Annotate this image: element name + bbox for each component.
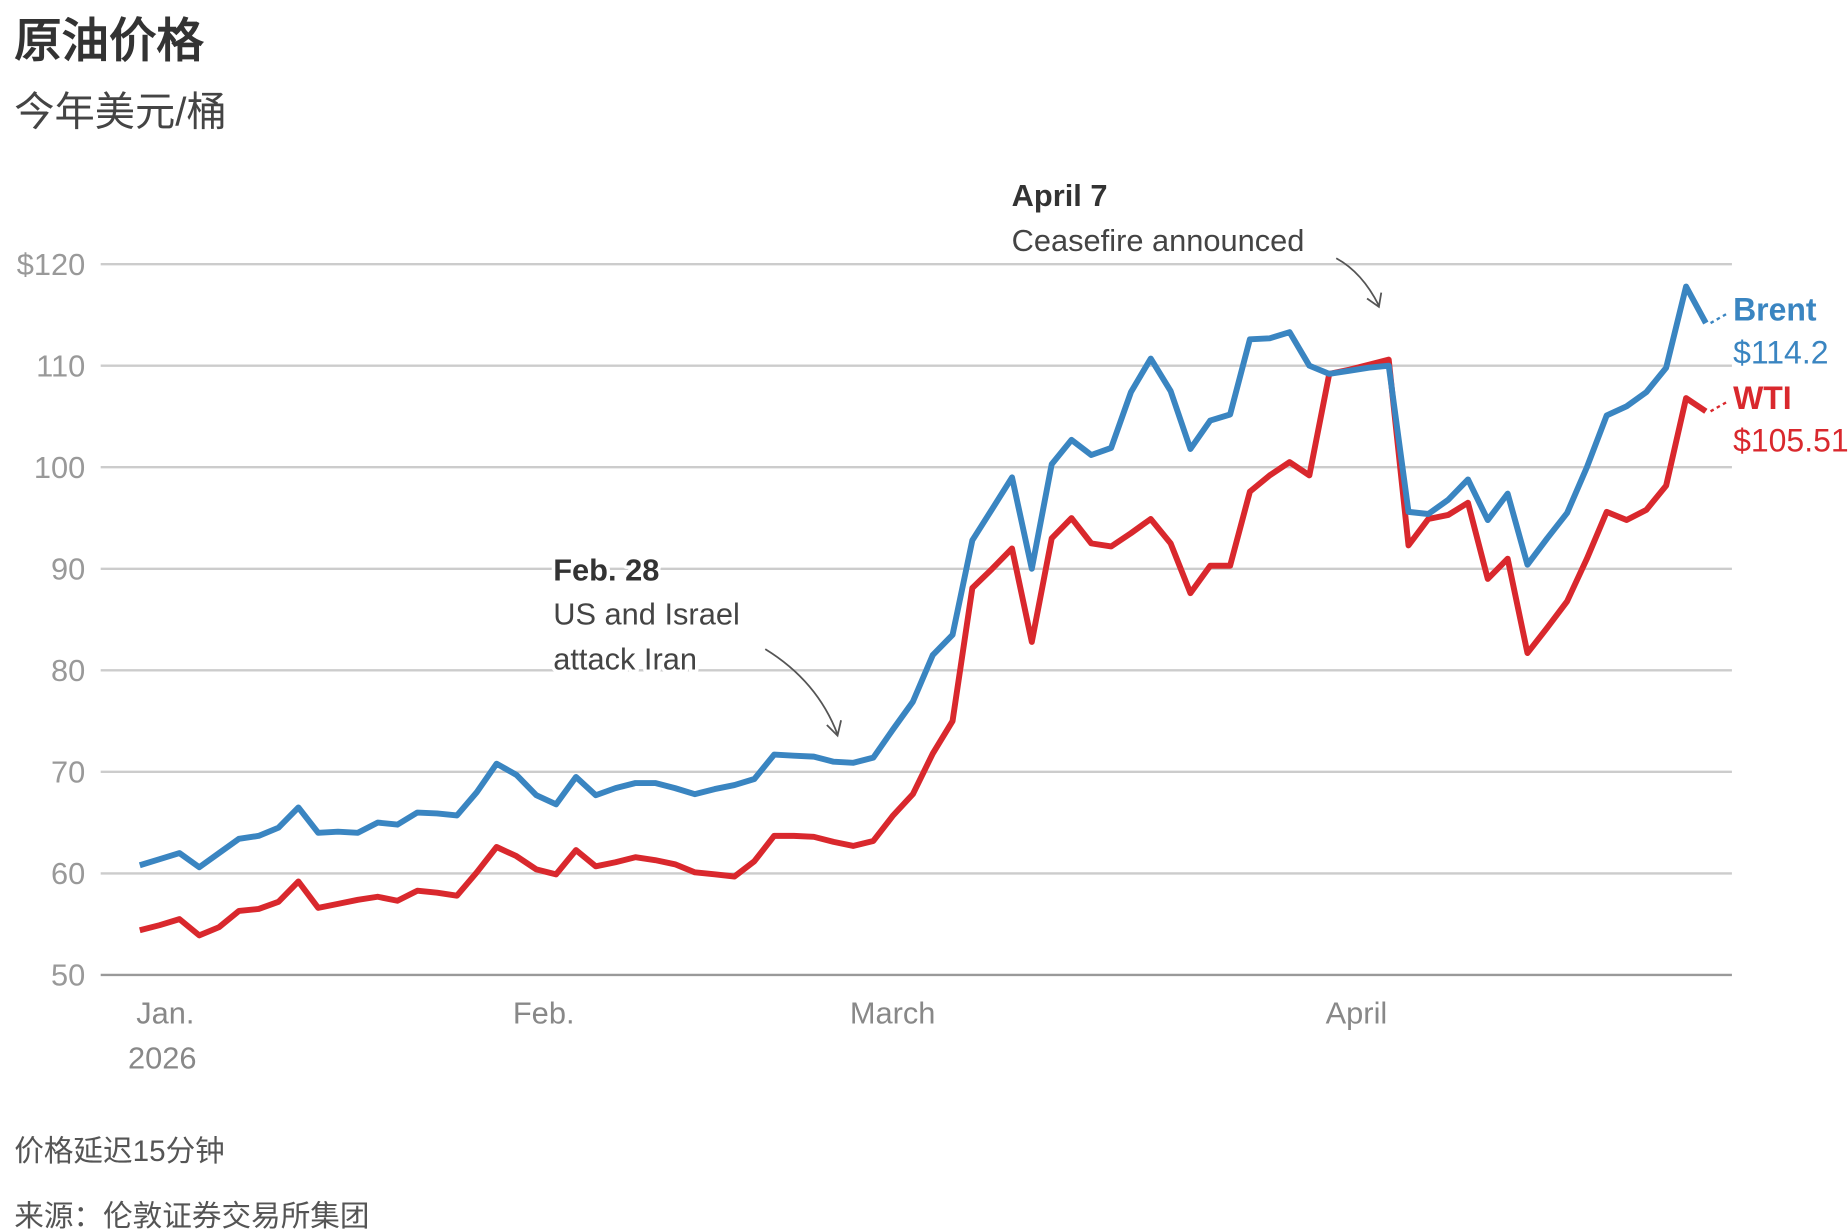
x-tick-sublabel: 2026 [128, 1041, 197, 1076]
x-tick-label: April [1326, 996, 1388, 1031]
annotation-text: Ceasefire announced [1012, 223, 1305, 258]
y-tick-label: 70 [51, 755, 85, 790]
annotation-title: Feb. 28 [553, 552, 659, 587]
annotation-title: April 7 [1012, 178, 1108, 213]
label-connector [1709, 312, 1728, 325]
series-line [139, 356, 1708, 939]
y-tick-label: 110 [36, 348, 85, 383]
label-connector [1709, 400, 1728, 413]
y-tick-label: 100 [34, 450, 85, 485]
chart-subtitle: 今年美元/桶 [14, 90, 227, 135]
y-tick-label: 80 [51, 653, 85, 688]
annotation-text: US and Israel [553, 596, 740, 631]
grid: $120 110 100 90 80 70 60 50 Jan. 2026 Feb. March Apr… [17, 247, 1732, 1076]
x-tick-label: Feb. [513, 996, 575, 1031]
x-tick-label: Jan. [136, 996, 194, 1031]
y-tick-label: 50 [51, 958, 85, 993]
annotation-arrow [764, 648, 842, 738]
legend-label: WTI [1733, 380, 1792, 416]
source: 来源：伦敦证券交易所集团 [14, 1200, 369, 1232]
y-tick-label: 90 [51, 551, 85, 586]
y-tick-label: 60 [51, 856, 85, 891]
series-line [138, 283, 1709, 871]
y-tick-label: $120 [17, 247, 86, 282]
end-value-label: $114.2 [1733, 334, 1828, 370]
annotation-arrow [1335, 257, 1383, 309]
legend-label: Brent [1733, 292, 1817, 328]
x-tick-label: March [850, 996, 936, 1031]
end-value-label: $105.51 [1733, 423, 1848, 459]
footnote: 价格延迟15分钟 [14, 1135, 225, 1168]
chart-title: 原油价格 [14, 15, 204, 68]
annotation-text: attack Iran [553, 641, 697, 676]
lines: WTI $105.51 Brent $114.2 [138, 283, 1848, 939]
